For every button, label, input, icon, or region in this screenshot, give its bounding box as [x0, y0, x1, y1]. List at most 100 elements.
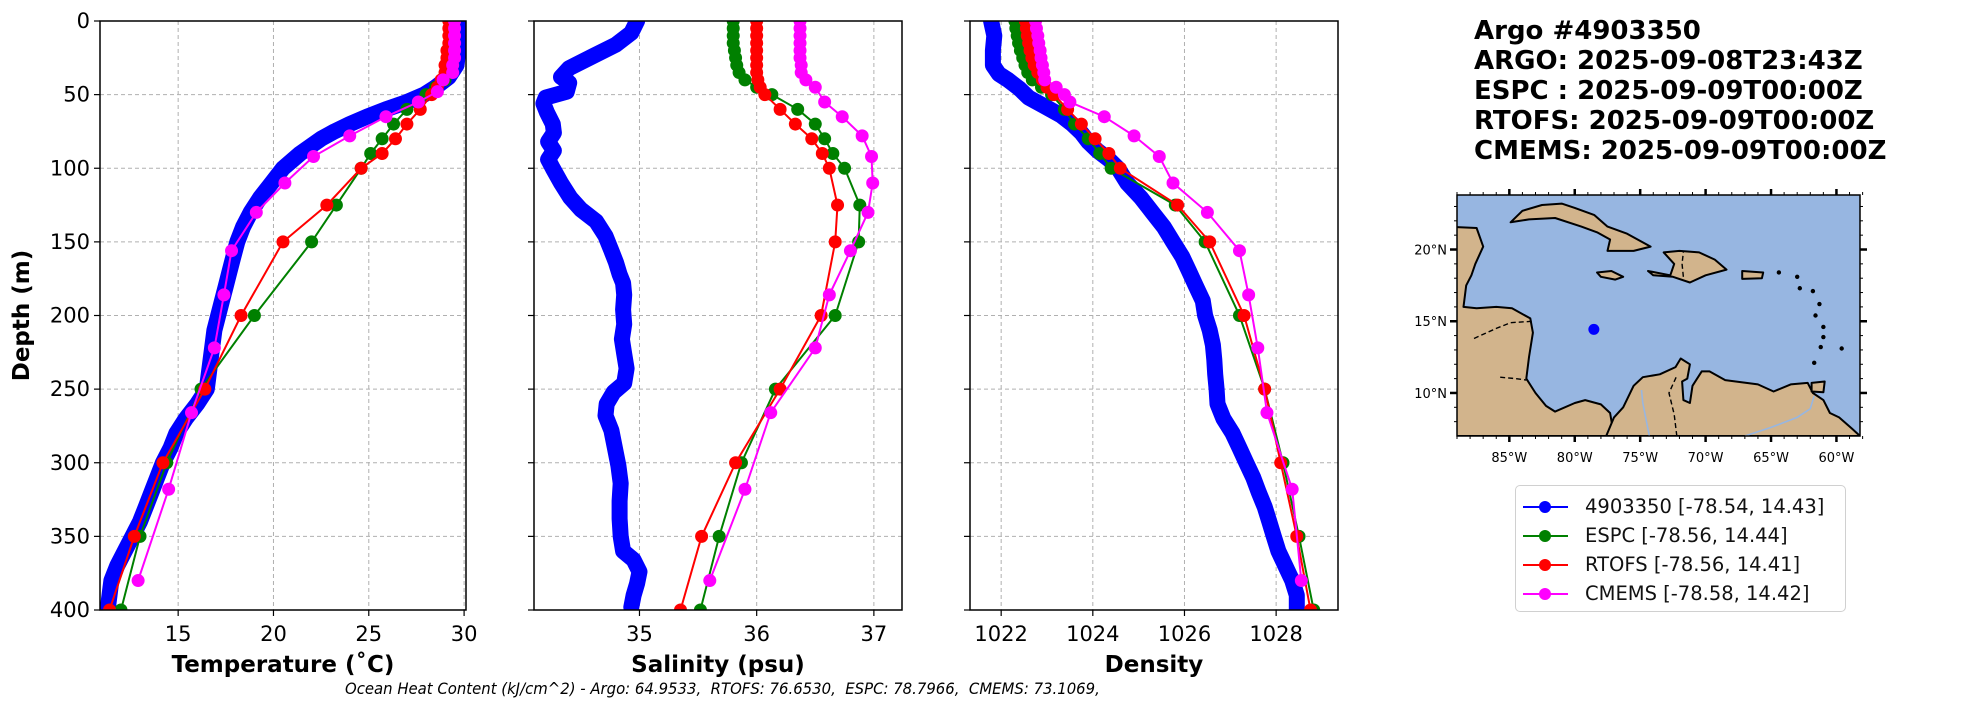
data-point-cmems — [822, 288, 836, 302]
data-point-cmems — [865, 149, 879, 163]
data-point-espc — [114, 603, 128, 610]
x-tick-label: 1022 — [974, 622, 1027, 646]
map-lon-label: 70°W — [1688, 451, 1724, 466]
land-central-america — [1457, 226, 1615, 436]
x-tick-label: 35 — [626, 622, 653, 646]
data-point-cmems — [446, 66, 460, 80]
y-axis-label: Depth (m) — [9, 250, 35, 382]
island-marker — [1812, 360, 1817, 366]
data-point-cmems — [249, 205, 263, 219]
river-magdalena — [1640, 390, 1651, 436]
data-point-rtofs — [127, 529, 141, 543]
panel-density: 1022 1024 1026 1028 Density — [964, 20, 1339, 678]
data-point-cmems — [207, 341, 221, 355]
data-point-cmems — [1200, 205, 1214, 219]
data-point-espc — [818, 132, 832, 146]
data-point-cmems — [738, 482, 752, 496]
data-point-cmems — [808, 80, 822, 94]
data-point-rtofs — [1102, 147, 1116, 161]
data-point-rtofs — [828, 235, 842, 249]
data-point-espc — [712, 529, 726, 543]
legend-entry-argo: 4903350 [-78.54, 14.43] — [1516, 492, 1845, 521]
legend-entry-cmems: CMEMS [-78.58, 14.42] — [1516, 579, 1845, 608]
data-point-cmems — [855, 129, 869, 143]
data-point-espc — [247, 309, 261, 322]
data-point-rtofs — [234, 309, 248, 322]
land-puerto-rico — [1741, 270, 1765, 280]
data-point-espc — [826, 147, 840, 161]
legend: 4903350 [-78.54, 14.43] ESPC [-78.56, 14… — [1515, 485, 1846, 612]
island-marker — [1839, 346, 1844, 351]
data-point-cmems — [1260, 406, 1274, 420]
data-point-rtofs — [400, 117, 414, 131]
data-point-cmems — [436, 73, 450, 87]
data-point-rtofs — [1237, 309, 1251, 322]
x-tick-label: 20 — [260, 622, 287, 646]
data-point-rtofs — [673, 603, 687, 610]
data-point-espc — [791, 102, 805, 116]
series-group — [100, 21, 466, 610]
data-point-cmems — [217, 288, 231, 302]
legend-entry-rtofs: RTOFS [-78.56, 14.41] — [1516, 550, 1845, 579]
island-marker — [1813, 313, 1818, 318]
data-point-rtofs — [831, 198, 845, 212]
data-point-rtofs — [773, 382, 787, 396]
data-point-espc — [838, 161, 852, 175]
map-lat-label: 20°N — [1414, 244, 1447, 259]
data-point-cmems — [131, 574, 145, 588]
x-tick-label: 37 — [861, 622, 888, 646]
data-point-rtofs — [758, 88, 772, 102]
data-point-rtofs — [1074, 117, 1088, 131]
land-cuba — [1509, 202, 1652, 252]
x-tick-label: 1026 — [1158, 622, 1211, 646]
x-tick-label: 36 — [743, 622, 770, 646]
legend-marker-rtofs — [1523, 555, 1568, 575]
data-point-cmems — [307, 149, 320, 163]
legend-label-argo: 4903350 [-78.54, 14.43] — [1585, 495, 1825, 518]
map-land-group — [1457, 202, 1860, 436]
data-point-cmems — [162, 482, 176, 496]
data-point-espc — [329, 198, 343, 212]
data-point-espc — [828, 309, 842, 322]
x-tick-label: 1024 — [1066, 622, 1119, 646]
data-point-rtofs — [1088, 132, 1102, 146]
data-point-rtofs — [1113, 161, 1127, 175]
data-point-rtofs — [1203, 235, 1217, 249]
data-point-rtofs — [1258, 382, 1272, 396]
data-point-cmems — [764, 406, 778, 420]
data-point-cmems — [1294, 574, 1308, 588]
series-group — [535, 21, 880, 610]
land-hispaniola — [1647, 249, 1728, 284]
data-point-espc — [738, 73, 752, 87]
data-point-rtofs — [788, 117, 802, 131]
data-point-rtofs — [695, 529, 709, 543]
y-tick-label: 200 — [50, 304, 90, 328]
title-argo-time: ARGO: 2025-09-08T23:43Z — [1474, 46, 1863, 76]
data-point-rtofs — [156, 456, 170, 470]
island-marker — [1810, 288, 1816, 294]
map-lon-label: 65°W — [1753, 451, 1789, 466]
legend-label-espc: ESPC [-78.56, 14.44] — [1585, 524, 1788, 547]
data-point-espc — [808, 117, 822, 131]
border-haiti-dr — [1681, 252, 1685, 277]
panel-temperature: 15 20 25 30050100150200250300350400Temperat… — [9, 9, 477, 678]
border-honduras-nicaragua — [1473, 320, 1533, 340]
data-point-cmems — [1242, 288, 1256, 302]
data-point-cmems — [430, 85, 444, 99]
data-point-espc — [364, 147, 378, 161]
title-cmems-time: CMEMS: 2025-09-09T00:00Z — [1474, 136, 1887, 166]
data-point-espc — [1093, 147, 1107, 161]
y-tick-label: 300 — [50, 451, 90, 475]
border-colombia-venezuela — [1668, 375, 1678, 436]
data-point-cmems — [1038, 73, 1052, 87]
data-point-rtofs — [729, 456, 743, 470]
data-point-rtofs — [1304, 603, 1318, 610]
figure-title-block: Argo #4903350 ARGO: 2025-09-08T23:43Z ES… — [1474, 16, 1886, 166]
map-lon-label: 85°W — [1491, 451, 1527, 466]
map-frame — [1456, 194, 1861, 437]
y-tick-label: 50 — [63, 83, 90, 107]
data-point-rtofs — [354, 161, 368, 175]
land-trinidad — [1810, 380, 1826, 394]
legend-label-cmems: CMEMS [-78.58, 14.42] — [1585, 582, 1810, 605]
